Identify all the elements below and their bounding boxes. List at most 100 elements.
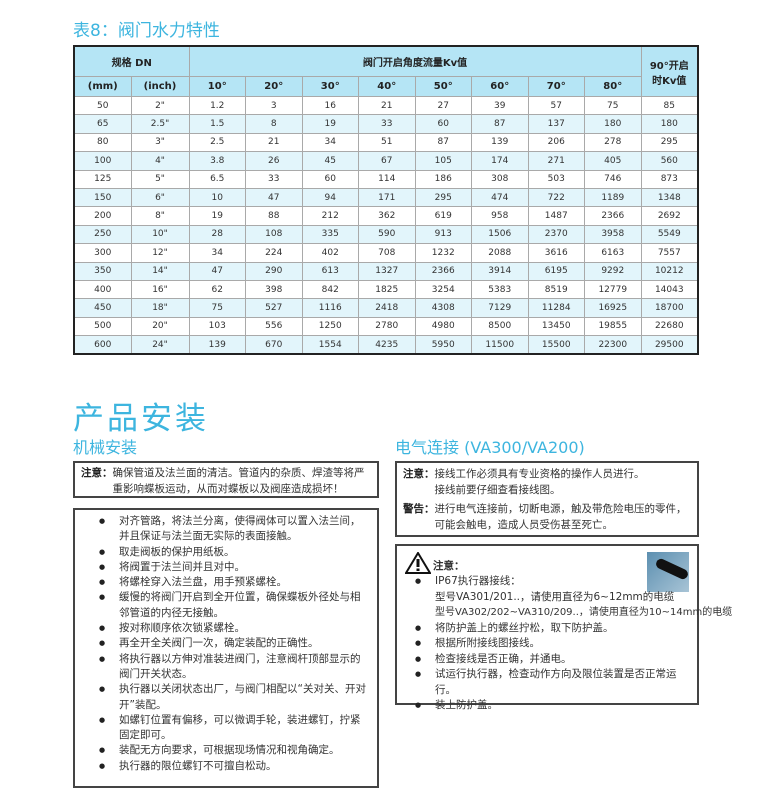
table-cell: 1.2: [188, 95, 246, 116]
table-cell: 50: [73, 95, 132, 116]
table-row: 150 6" 10 47 94 171 295 474 722 1189 1348: [73, 187, 699, 208]
warning-label: 警告：: [403, 503, 435, 515]
table-cell: 19: [188, 206, 246, 226]
hydraulic-table: 规格 DN 阀门开启角度流量Kv值 90°开启时Kv值 (mm) (inch) …: [73, 45, 700, 356]
table-cell: 2418: [358, 298, 416, 318]
warning-text: 进行电气连接前，切断电源，触及带危险电压的零件，可能会触电，造成人员受伤甚至死亡…: [434, 503, 687, 531]
table-cell: 16: [301, 95, 359, 116]
mechanical-steps-box: 对齐管路，将法兰分离，使得阀体可以置入法兰间，并且保证与法兰面无实际的表面接触。…: [73, 508, 379, 788]
table-cell: 67: [358, 151, 416, 171]
note-line: 接线前要仔细查看接线图。: [434, 483, 561, 496]
table-cell: 8: [245, 114, 303, 134]
table-cell: 51: [358, 132, 416, 153]
table-cell: 11500: [471, 335, 529, 355]
table-cell: 3914: [471, 261, 529, 281]
table-cell: 1116: [301, 298, 359, 318]
table-cell: 450: [73, 298, 132, 318]
table-cell: 57: [527, 95, 585, 116]
table-cell: 34: [301, 132, 359, 153]
list-item: 根据所附接线图接线。: [415, 636, 691, 652]
table-cell: 75: [584, 95, 642, 116]
table-cell: 13450: [527, 316, 585, 337]
table-row: 200 8" 19 88 212 362 619 958 1487 2366 2692: [73, 206, 699, 226]
table-cell: 12": [130, 243, 190, 263]
table-cell: 271: [527, 151, 585, 171]
electrical-note-box: 注意： 接线工作必须具有专业资格的操作人员进行。 接线前要仔细查看接线图。 警告：…: [395, 461, 699, 537]
table-cell: 105: [414, 151, 472, 171]
table-cell: 958: [471, 206, 529, 226]
caution-label: 注意：: [433, 559, 465, 572]
table-cell: 527: [245, 298, 303, 318]
table-cell: 3958: [584, 224, 642, 245]
list-item: 试运行执行器，检查动作方向及限位装置是否正常运行。: [415, 667, 691, 698]
table-cell: 2366: [414, 261, 472, 281]
table-cell: 1232: [414, 243, 472, 263]
table-cell: 26: [245, 151, 303, 171]
ip67-item: IP67执行器接线： 型号VA301/201..，请使用直径为6~12mm的电缆…: [415, 574, 732, 621]
electrical-steps: 将防护盖上的螺丝拧松，取下防护盖。根据所附接线图接线。检查接线是否正确，并通电。…: [397, 621, 691, 714]
table-cell: 10": [130, 224, 190, 245]
table-cell: 3.8: [188, 151, 246, 171]
table-cell: 34: [188, 243, 246, 263]
table-cell: 139: [188, 335, 246, 355]
note-line: 接线工作必须具有专业资格的操作人员进行。: [434, 468, 645, 480]
table-cell: 405: [584, 151, 642, 171]
table-cell: 87: [414, 132, 472, 153]
header-angle: 60°: [471, 76, 529, 97]
table-cell: 6": [130, 187, 190, 208]
header-full-open: 90°开启时Kv值: [640, 45, 699, 97]
table-cell: 15500: [527, 335, 585, 355]
table-cell: 2370: [527, 224, 585, 245]
header-kv-group: 阀门开启角度流量Kv值: [188, 45, 642, 77]
table-row: 50 2" 1.2 3 16 21 27 39 57 75 85: [73, 95, 699, 116]
list-item: 取走阀板的保护用纸板。: [99, 545, 367, 561]
table-cell: 5383: [471, 279, 529, 300]
mechanical-note-box: 注意： 确保管道及法兰面的清洁。管道内的杂质、焊渣等将严重影响蝶板运动，从而对蝶板…: [73, 461, 379, 498]
table-cell: 590: [358, 224, 416, 245]
table-cell: 3616: [527, 243, 585, 263]
table-cell: 27: [414, 95, 472, 116]
table-cell: 350: [73, 261, 132, 281]
table-cell: 29500: [640, 335, 699, 355]
table-cell: 180: [584, 114, 642, 134]
table-cell: 295: [640, 132, 699, 153]
table-cell: 16925: [584, 298, 642, 318]
table-cell: 6.5: [188, 169, 246, 189]
note-label: 注意：: [81, 467, 113, 479]
header-angle: 20°: [245, 76, 303, 97]
table-cell: 65: [73, 114, 132, 134]
table-cell: 100: [73, 151, 132, 171]
table-cell: 16": [130, 279, 190, 300]
table-cell: 87: [471, 114, 529, 134]
table-cell: 362: [358, 206, 416, 226]
table-cell: 5549: [640, 224, 699, 245]
table-cell: 171: [358, 187, 416, 208]
table-cell: 746: [584, 169, 642, 189]
table-cell: 619: [414, 206, 472, 226]
header-mm: (mm): [73, 76, 132, 97]
table-cell: 600: [73, 335, 132, 355]
table-cell: 1348: [640, 187, 699, 208]
table-cell: 28: [188, 224, 246, 245]
table-cell: 19: [301, 114, 359, 134]
table-cell: 12779: [584, 279, 642, 300]
header-spec: 规格 DN: [73, 45, 190, 77]
table-cell: 2692: [640, 206, 699, 226]
table-row: 65 2.5" 1.5 8 19 33 60 87 137 180 180: [73, 114, 699, 134]
table-cell: 24": [130, 335, 190, 355]
table-cell: 7557: [640, 243, 699, 263]
table-cell: 873: [640, 169, 699, 189]
table-cell: 47: [188, 261, 246, 281]
table-cell: 670: [245, 335, 303, 355]
table-cell: 8519: [527, 279, 585, 300]
table-cell: 150: [73, 187, 132, 208]
table-row: 400 16" 62 398 842 1825 3254 5383 8519 12779 14043: [73, 279, 699, 300]
table-cell: 1327: [358, 261, 416, 281]
table-cell: 1250: [301, 316, 359, 337]
table-cell: 556: [245, 316, 303, 337]
list-item: 检查接线是否正确，并通电。: [415, 652, 691, 668]
table-cell: 4": [130, 151, 190, 171]
header-angle: 80°: [584, 76, 642, 97]
table-cell: 400: [73, 279, 132, 300]
